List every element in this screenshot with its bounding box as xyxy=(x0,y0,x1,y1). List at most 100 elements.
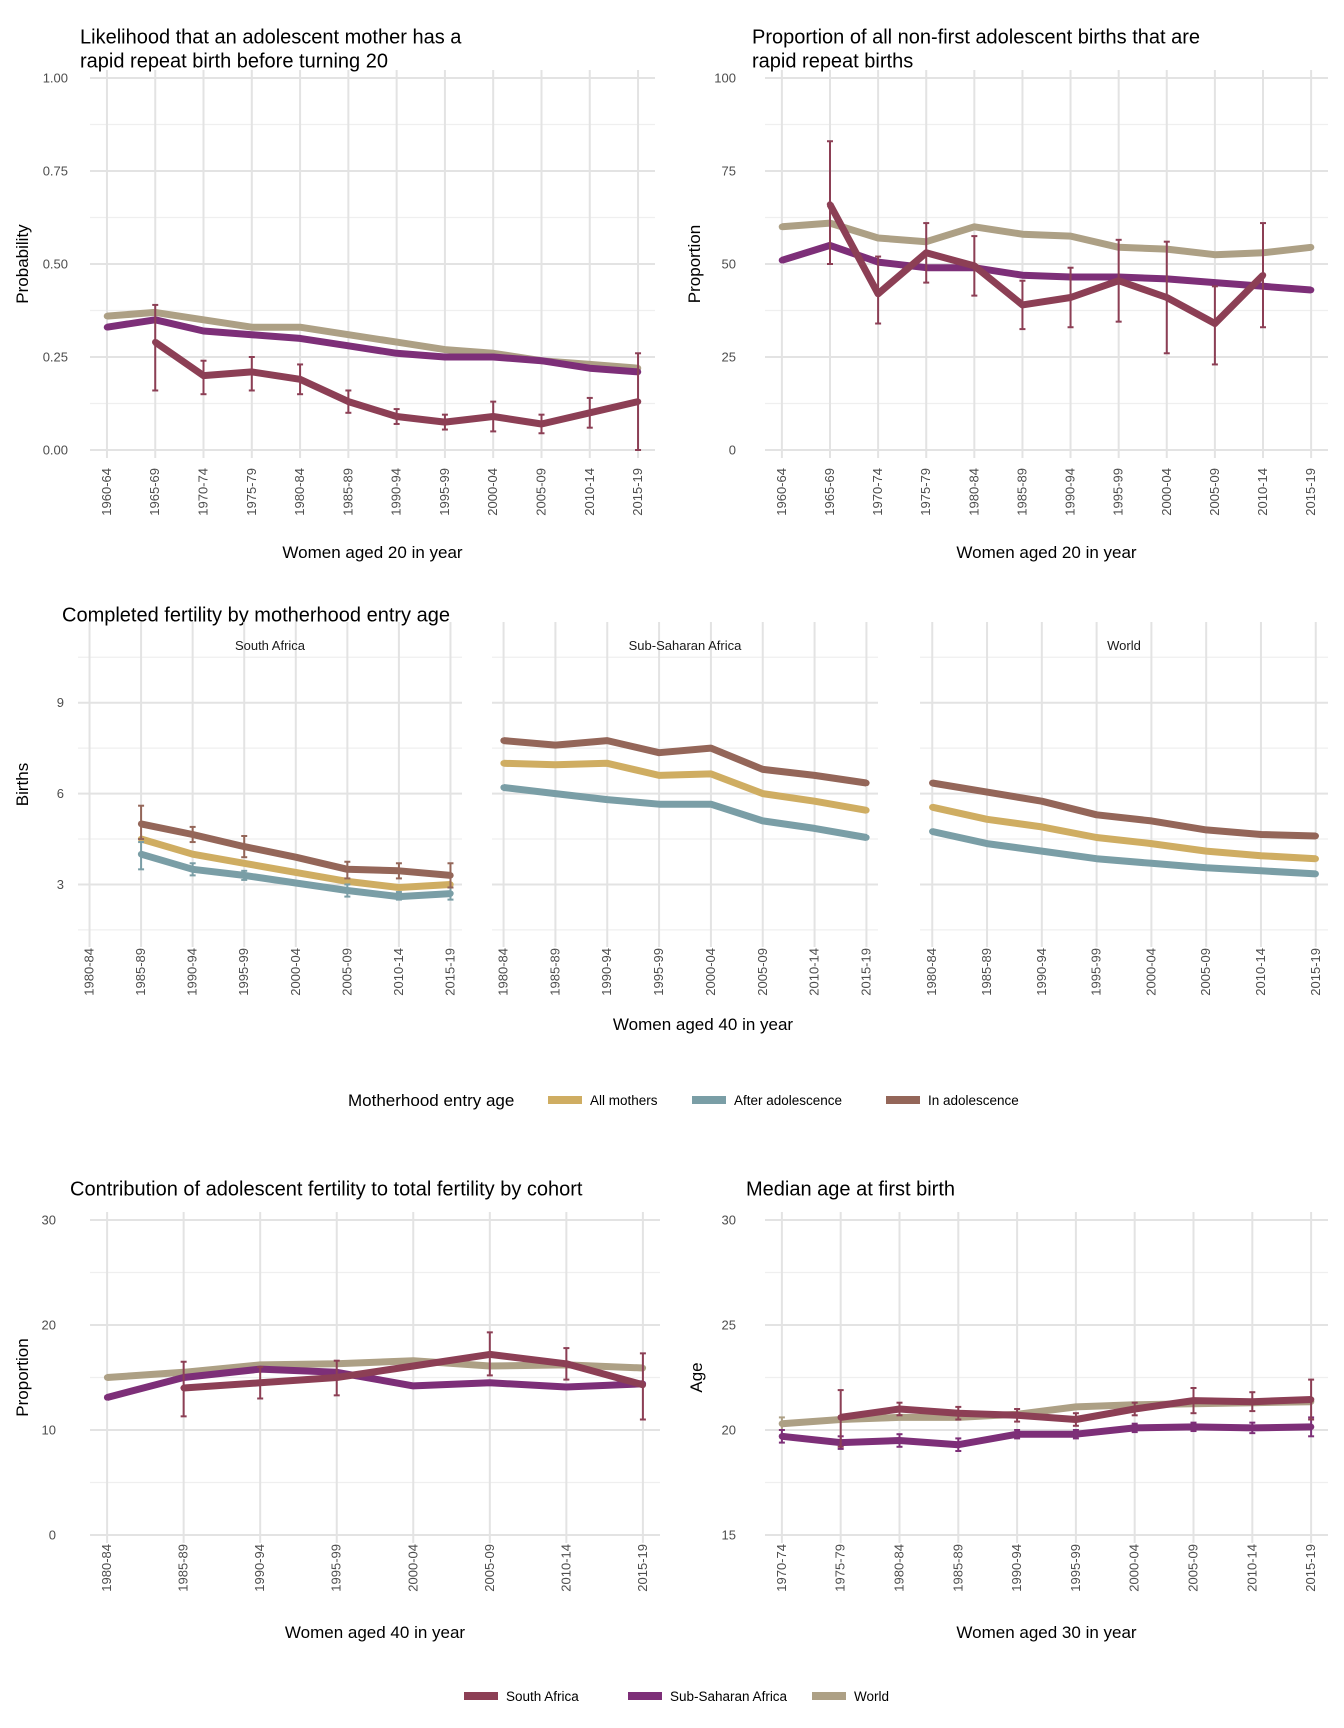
y-tick-label: 30 xyxy=(42,1213,56,1228)
data-point xyxy=(1249,1398,1256,1405)
y-tick-label: 0.50 xyxy=(43,257,68,272)
facet-label: South Africa xyxy=(235,638,306,653)
data-point xyxy=(248,331,255,338)
data-point xyxy=(189,850,196,858)
data-point xyxy=(1019,271,1026,279)
data-point xyxy=(955,1441,962,1448)
plot-panel: 15 20 25 30 1970-74 1975-79 1980-84 1985-89 1990… xyxy=(722,1212,1328,1592)
y-tick-label: 0 xyxy=(729,443,736,458)
series-after-adolescence xyxy=(500,784,870,841)
series-line xyxy=(106,316,639,376)
data-point xyxy=(189,831,196,838)
data-point xyxy=(256,1379,264,1386)
data-point xyxy=(1190,1397,1197,1404)
data-point xyxy=(1202,847,1210,855)
y-tick-label: 10 xyxy=(42,1423,56,1438)
x-tick-label: 1995-99 xyxy=(1111,468,1126,516)
data-point xyxy=(393,338,400,346)
chart-rapid-repeat-probability: Likelihood that an adolescent mother has… xyxy=(13,27,655,562)
x-tick-label: 2010-14 xyxy=(1253,948,1268,996)
x-tick-label: 1995-99 xyxy=(1089,948,1104,996)
data-point xyxy=(1307,244,1315,251)
data-point xyxy=(410,1362,417,1370)
x-axis-title: Women aged 40 in year xyxy=(285,1623,466,1642)
series-in-adolescence xyxy=(929,779,1319,840)
motherhood-legend: Motherhood entry age All mothers After ado… xyxy=(348,1091,1019,1110)
data-point xyxy=(826,201,834,208)
facet-south-africa: South Africa 3 6 9 1980-84 1985-89 1990-94 1995… xyxy=(57,622,462,996)
data-point xyxy=(1307,1423,1315,1431)
legend-title: Motherhood entry age xyxy=(348,1091,514,1110)
facet-label: Sub-Saharan Africa xyxy=(629,638,743,653)
x-tick-label: 2015-19 xyxy=(1308,948,1323,996)
data-point xyxy=(393,350,400,357)
data-point xyxy=(983,788,991,796)
x-tick-label: 2005-09 xyxy=(339,948,354,996)
x-tick-label: 1980-84 xyxy=(966,468,981,516)
data-point xyxy=(874,234,882,242)
plot-panel: 0 25 50 75 100 1960-64 1965-69 1970-74 1975-79 19… xyxy=(714,70,1328,516)
x-tick-label: 2015-19 xyxy=(1303,1544,1318,1592)
x-tick-label: 1960-64 xyxy=(774,468,789,516)
x-tick-label: 2010-14 xyxy=(1244,1544,1259,1592)
data-point xyxy=(1202,826,1210,834)
x-tick-label: 2015-19 xyxy=(442,948,457,996)
data-point xyxy=(344,887,351,894)
data-point xyxy=(538,420,545,428)
data-point xyxy=(759,817,766,825)
y-tick-label: 3 xyxy=(57,877,64,892)
plot-panel: 0.00 0.25 0.50 0.75 1.00 1960-64 1965-69 1970-7… xyxy=(43,70,655,516)
x-tick-label: 1995-99 xyxy=(329,1544,344,1592)
series-in-adolescence xyxy=(137,804,454,889)
data-point xyxy=(1259,271,1267,279)
data-point xyxy=(410,1382,417,1390)
legend-label: In adolescence xyxy=(928,1093,1019,1108)
chart-title: Median age at first birth xyxy=(746,1179,955,1201)
y-axis-title: Births xyxy=(13,763,32,806)
data-point xyxy=(1093,834,1100,841)
data-point xyxy=(983,816,991,823)
data-point xyxy=(1211,320,1219,327)
x-tick-label: 2005-09 xyxy=(533,468,548,516)
data-point xyxy=(778,223,786,230)
y-tick-label: 30 xyxy=(722,1213,736,1228)
data-point xyxy=(1093,855,1100,862)
data-point xyxy=(345,342,352,350)
data-point xyxy=(393,413,400,420)
data-point xyxy=(811,772,818,779)
data-point xyxy=(292,879,299,887)
y-tick-label: 75 xyxy=(722,164,736,179)
data-point xyxy=(707,744,715,752)
series-all-mothers xyxy=(929,803,1319,863)
facet-world: World 1980-84 1985-89 1990-94 1995-99 2000-04… xyxy=(920,622,1328,996)
data-point xyxy=(1148,860,1155,867)
x-tick-label: 1975-79 xyxy=(918,468,933,516)
data-point xyxy=(1038,823,1046,831)
x-tick-label: 2010-14 xyxy=(582,468,597,516)
data-point xyxy=(552,741,559,749)
data-point xyxy=(486,1351,494,1358)
x-tick-label: 1985-89 xyxy=(340,468,355,516)
y-axis-title: Proportion xyxy=(685,225,704,303)
y-tick-label: 0 xyxy=(49,1528,56,1543)
data-point xyxy=(655,800,663,808)
data-point xyxy=(200,372,207,379)
data-point xyxy=(538,357,545,364)
data-point xyxy=(655,772,663,779)
series-sub-saharan-africa xyxy=(778,1416,1315,1452)
series-line xyxy=(931,828,1316,878)
chart-median-age-first-birth: Median age at first birth 15 20 25 30 1970-74… xyxy=(687,1179,1328,1642)
x-tick-label: 2015-19 xyxy=(1303,468,1318,516)
data-point xyxy=(292,854,299,861)
data-point xyxy=(639,1381,647,1389)
data-point xyxy=(103,1394,111,1401)
x-tick-label: 2015-19 xyxy=(635,1544,650,1592)
data-point xyxy=(955,1410,962,1417)
data-point xyxy=(604,796,611,803)
x-tick-label: 1970-74 xyxy=(870,468,885,516)
y-tick-label: 0.25 xyxy=(43,350,68,365)
data-point xyxy=(490,413,497,420)
data-point xyxy=(929,779,936,787)
data-point xyxy=(1307,1396,1315,1403)
data-point xyxy=(441,418,449,426)
